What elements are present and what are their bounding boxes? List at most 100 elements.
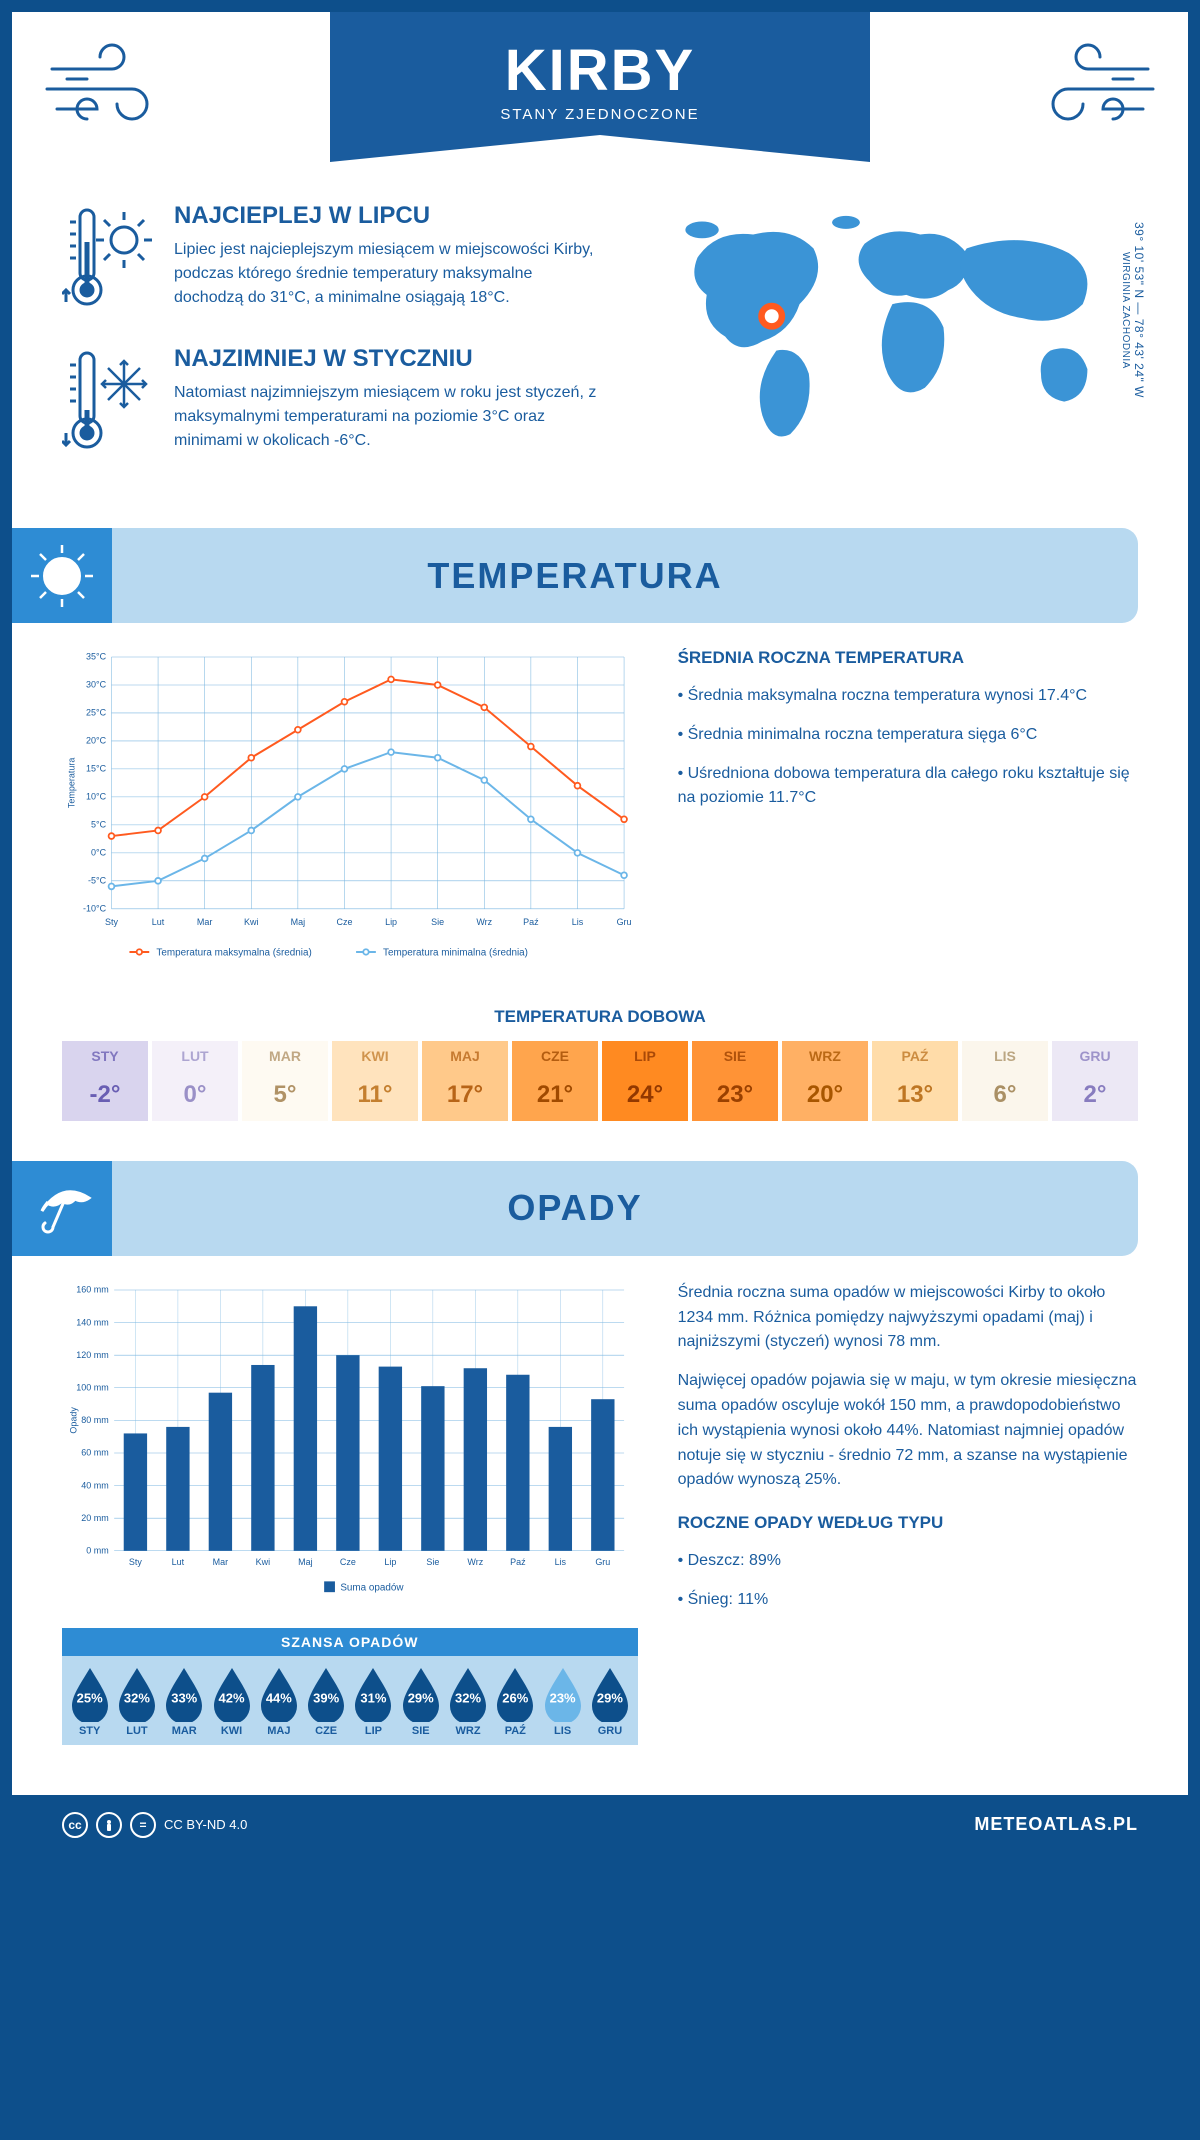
svg-text:-10°C: -10°C (83, 903, 107, 913)
temp-value: -2° (62, 1071, 148, 1121)
svg-text:Lis: Lis (572, 917, 584, 927)
daily-temp-cell: LIS6° (962, 1041, 1048, 1121)
month-label: LUT (152, 1041, 238, 1071)
chance-value: 29% (408, 1690, 434, 1705)
svg-text:5°C: 5°C (91, 820, 107, 830)
chance-value: 26% (502, 1690, 528, 1705)
coldest-text: Natomiast najzimniejszym miesiącem w rok… (174, 381, 598, 453)
daily-temp-cell: CZE21° (512, 1041, 598, 1121)
rain-chance-cell: 42% KWI (208, 1666, 255, 1737)
umbrella-icon (12, 1161, 112, 1256)
svg-text:160 mm: 160 mm (76, 1284, 108, 1294)
svg-text:Cze: Cze (336, 917, 352, 927)
month-label: GRU (586, 1725, 633, 1737)
month-label: MAR (161, 1725, 208, 1737)
rain-chance-cell: 29% GRU (586, 1666, 633, 1737)
rain-paragraph: Najwięcej opadów pojawia się w maju, w t… (678, 1369, 1138, 1493)
world-map-icon (628, 202, 1138, 462)
rain-chance-table: SZANSA OPADÓW 25% STY 32% LUT 33% MAR 42… (62, 1628, 638, 1745)
svg-text:Maj: Maj (291, 917, 305, 927)
rain-content: 0 mm20 mm40 mm60 mm80 mm100 mm120 mm140 … (12, 1281, 1188, 1765)
svg-text:0°C: 0°C (91, 848, 107, 858)
svg-text:120 mm: 120 mm (76, 1350, 108, 1360)
month-label: KWI (208, 1725, 255, 1737)
chance-value: 32% (124, 1690, 150, 1705)
header: KIRBY STANY ZJEDNOCZONE (12, 12, 1188, 202)
raindrop-icon: 23% (540, 1666, 586, 1722)
month-label: GRU (1052, 1041, 1138, 1071)
title-banner: KIRBY STANY ZJEDNOCZONE (330, 12, 870, 162)
coords-line1: 39° 10' 53" N — 78° 43' 24" W (1132, 222, 1146, 398)
raindrop-icon: 32% (114, 1666, 160, 1722)
thermometer-cold-icon (62, 345, 152, 460)
month-label: SIE (397, 1725, 444, 1737)
section-head-rain: OPADY (12, 1161, 1138, 1256)
svg-text:Gru: Gru (595, 1557, 610, 1567)
raindrop-icon: 25% (67, 1666, 113, 1722)
rain-type-heading: ROCZNE OPADY WEDŁUG TYPU (678, 1513, 1138, 1533)
svg-text:15°C: 15°C (86, 764, 107, 774)
svg-text:20°C: 20°C (86, 736, 107, 746)
temp-bullet: • Uśredniona dobowa temperatura dla całe… (678, 762, 1138, 812)
month-label: KWI (332, 1041, 418, 1071)
daily-temp-title: TEMPERATURA DOBOWA (62, 1007, 1138, 1027)
nd-icon: = (130, 1812, 156, 1838)
svg-text:25°C: 25°C (86, 708, 107, 718)
svg-text:Suma opadów: Suma opadów (340, 1582, 404, 1593)
month-label: SIE (692, 1041, 778, 1071)
svg-text:Wrz: Wrz (476, 917, 492, 927)
raindrop-icon: 32% (445, 1666, 491, 1722)
svg-text:Lis: Lis (555, 1557, 567, 1567)
avg-temp-heading: ŚREDNIA ROCZNA TEMPERATURA (678, 648, 1138, 668)
month-label: MAJ (255, 1725, 302, 1737)
temp-value: 0° (152, 1071, 238, 1121)
chance-value: 31% (360, 1690, 386, 1705)
month-label: WRZ (444, 1725, 491, 1737)
warmest-text: Lipiec jest najcieplejszym miesiącem w m… (174, 238, 598, 310)
svg-text:Opady: Opady (68, 1406, 78, 1433)
coldest-block: NAJZIMNIEJ W STYCZNIU Natomiast najzimni… (62, 345, 598, 460)
rain-chance-cell: 31% LIP (350, 1666, 397, 1737)
thermometer-hot-icon (62, 202, 152, 317)
svg-text:140 mm: 140 mm (76, 1317, 108, 1327)
rain-chance-title: SZANSA OPADÓW (62, 1628, 638, 1656)
month-label: MAJ (422, 1041, 508, 1071)
daily-temp-cell: LUT0° (152, 1041, 238, 1121)
month-label: LIP (350, 1725, 397, 1737)
svg-text:20 mm: 20 mm (81, 1513, 108, 1523)
daily-temp-cell: GRU2° (1052, 1041, 1138, 1121)
svg-text:Sty: Sty (105, 917, 118, 927)
daily-temp-cell: MAR5° (242, 1041, 328, 1121)
month-label: PAŹ (492, 1725, 539, 1737)
month-label: STY (62, 1041, 148, 1071)
chance-value: 23% (550, 1690, 576, 1705)
svg-text:Temperatura minimalna (średnia: Temperatura minimalna (średnia) (383, 948, 528, 959)
svg-text:Temperatura: Temperatura (67, 758, 77, 808)
daily-temp-cell: LIP24° (602, 1041, 688, 1121)
raindrop-icon: 26% (492, 1666, 538, 1722)
rain-type-bullet: • Śnieg: 11% (678, 1588, 1138, 1613)
rain-chance-cell: 39% CZE (302, 1666, 349, 1737)
coordinates-label: 39° 10' 53" N — 78° 43' 24" W WIRGINIA Z… (1118, 222, 1146, 398)
svg-text:-5°C: -5°C (88, 876, 107, 886)
warmest-block: NAJCIEPLEJ W LIPCU Lipiec jest najcieple… (62, 202, 598, 317)
svg-text:Sie: Sie (426, 1557, 439, 1567)
svg-text:Kwi: Kwi (244, 917, 258, 927)
month-label: LIS (539, 1725, 586, 1737)
daily-temperature: TEMPERATURA DOBOWA STY-2°LUT0°MAR5°KWI11… (12, 997, 1188, 1151)
temp-value: 2° (1052, 1071, 1138, 1121)
daily-temp-cell: STY-2° (62, 1041, 148, 1121)
rain-paragraph: Średnia roczna suma opadów w miejscowośc… (678, 1281, 1138, 1355)
raindrop-icon: 44% (256, 1666, 302, 1722)
site-name: METEOATLAS.PL (974, 1814, 1138, 1835)
intro-text: NAJCIEPLEJ W LIPCU Lipiec jest najcieple… (62, 202, 598, 488)
svg-text:Mar: Mar (213, 1557, 228, 1567)
rain-chance-cell: 29% SIE (397, 1666, 444, 1737)
raindrop-icon: 42% (209, 1666, 255, 1722)
temp-value: 6° (962, 1071, 1048, 1121)
warmest-title: NAJCIEPLEJ W LIPCU (174, 202, 598, 230)
rain-chance-cell: 44% MAJ (255, 1666, 302, 1737)
infographic-page: KIRBY STANY ZJEDNOCZONE (12, 12, 1188, 1855)
svg-text:80 mm: 80 mm (81, 1415, 108, 1425)
svg-text:10°C: 10°C (86, 792, 107, 802)
